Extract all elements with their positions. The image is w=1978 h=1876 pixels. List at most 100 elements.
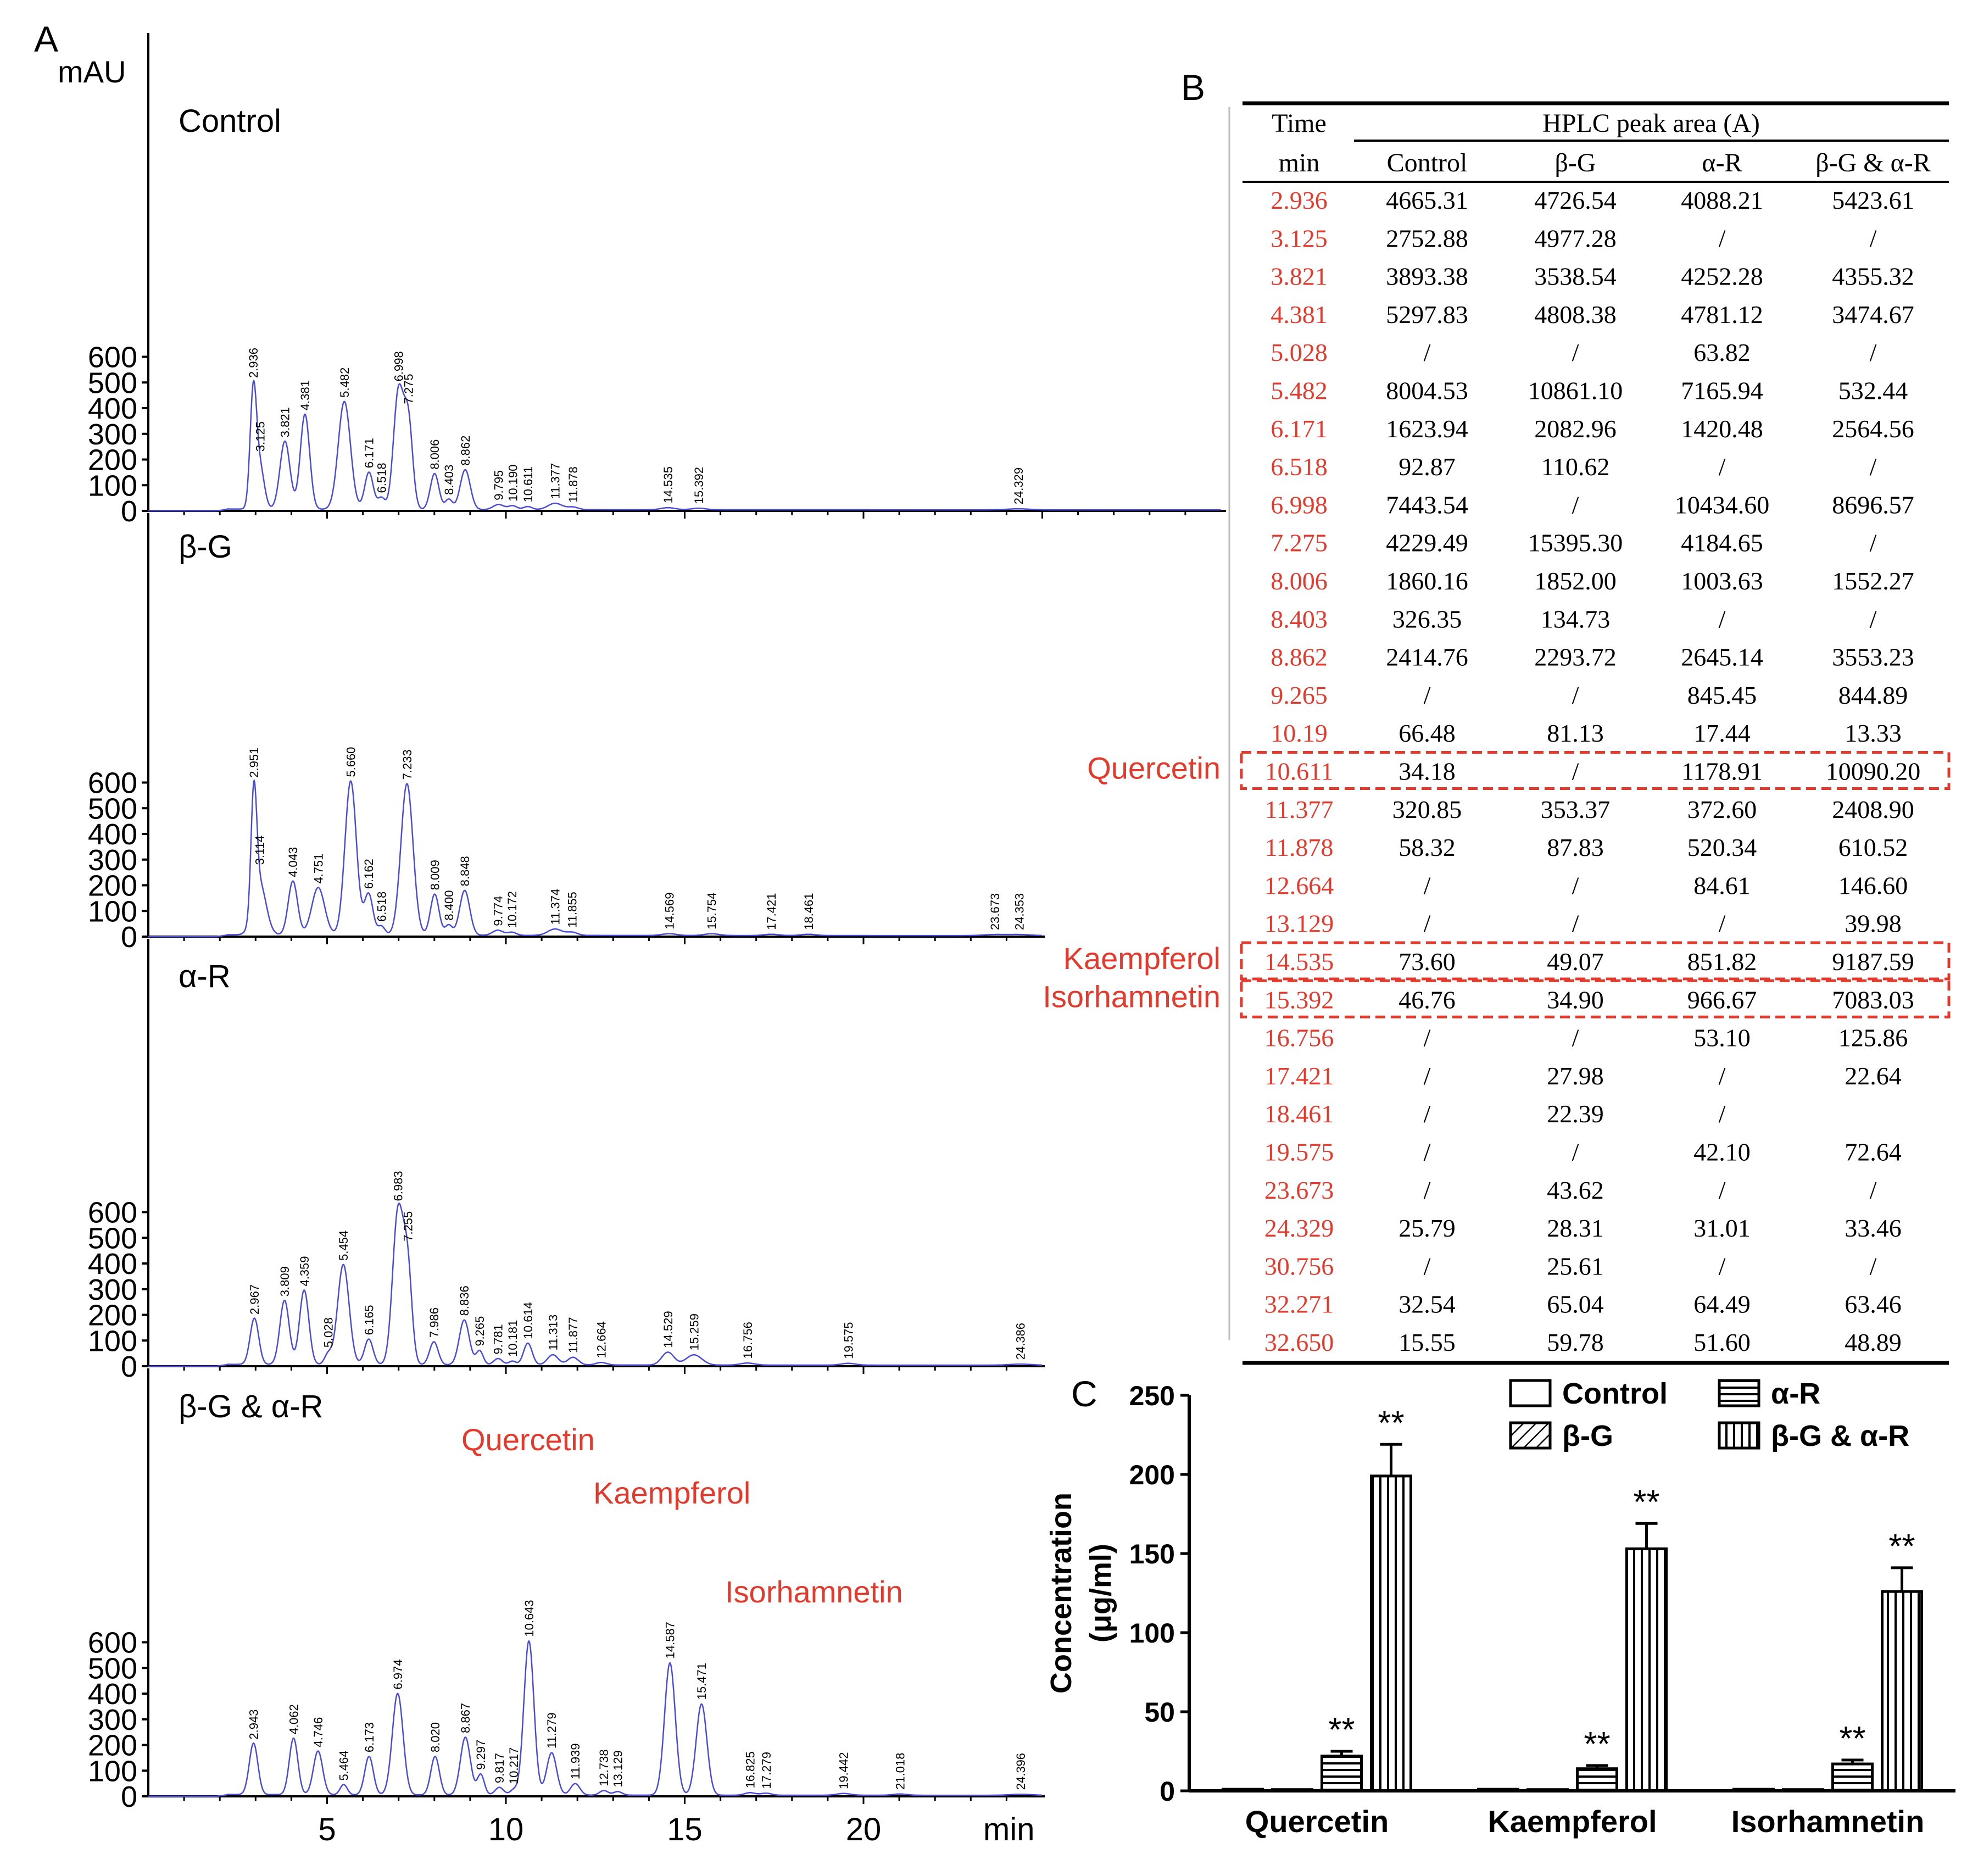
peak-label: 8.400 xyxy=(442,890,456,921)
table-cell: / xyxy=(1870,1176,1877,1204)
table-cell: / xyxy=(1719,1252,1726,1280)
table-cell: 4252.28 xyxy=(1681,263,1763,291)
table-cell: / xyxy=(1424,1138,1431,1166)
y-tick-label: 200 xyxy=(88,870,137,903)
table-cell: 1860.16 xyxy=(1386,567,1468,595)
table-time-cell: 14.535 xyxy=(1264,948,1334,976)
table-time-cell: 19.575 xyxy=(1264,1138,1334,1166)
peak-label: 14.569 xyxy=(662,893,676,929)
chromatogram-trace xyxy=(148,778,1042,938)
table-cell: 63.46 xyxy=(1845,1290,1902,1318)
y-tick-label: 500 xyxy=(88,1222,137,1255)
bar xyxy=(1576,1767,1618,1793)
table-cell: 48.89 xyxy=(1845,1328,1902,1356)
table-cell: 1623.94 xyxy=(1386,415,1468,443)
y-tick-label: 500 xyxy=(88,1652,137,1685)
y-tick-label: 500 xyxy=(88,792,137,825)
peak-label: 2.936 xyxy=(247,348,260,378)
highlight-box xyxy=(1240,979,1951,1018)
table-time-cell: 6.998 xyxy=(1271,491,1328,519)
table-time-cell: 8.403 xyxy=(1271,605,1328,633)
concentration-bar-chart: Concentration (μg/ml) 0 50 100 150 200 250 Que… xyxy=(1045,1377,1955,1839)
table-cell: 15395.30 xyxy=(1528,529,1623,557)
table-cell: 15.55 xyxy=(1398,1328,1456,1356)
x-tick-label: 10 xyxy=(488,1812,524,1847)
table-cell: / xyxy=(1424,1176,1431,1204)
y-tick-label: 0 xyxy=(121,495,137,528)
peak-label: 15.259 xyxy=(687,1313,701,1350)
y-tick-label: 0 xyxy=(121,1780,137,1813)
peak-label: 17.279 xyxy=(760,1752,773,1789)
table-cell: / xyxy=(1572,1138,1579,1166)
table-cell: 2564.56 xyxy=(1832,415,1914,443)
bar xyxy=(1271,1788,1313,1793)
table-time-cell: 32.650 xyxy=(1264,1328,1334,1356)
panel-label-c: C xyxy=(1071,1373,1097,1414)
compound-name: Isorhamnetin xyxy=(725,1574,903,1609)
table-time-cell: 32.271 xyxy=(1264,1290,1334,1318)
table-cell: 1852.00 xyxy=(1534,567,1617,595)
table-time-cell: 3.125 xyxy=(1271,224,1328,252)
table-cell: / xyxy=(1870,1252,1877,1280)
table-cell: 22.39 xyxy=(1547,1100,1604,1128)
table-cell: 10090.20 xyxy=(1826,758,1921,786)
bar-category-label: Isorhamnetin xyxy=(1731,1804,1925,1839)
table-time-cell: 12.664 xyxy=(1264,871,1334,899)
table-cell: 532.44 xyxy=(1838,377,1908,405)
significance-mark: ** xyxy=(1839,1720,1865,1758)
chromatogram-trace xyxy=(148,1640,1042,1797)
peak-label: 9.817 xyxy=(493,1753,506,1783)
x-tick-label: 15 xyxy=(667,1812,703,1847)
table-time-cell: 5.028 xyxy=(1271,338,1328,366)
table-cell: 73.60 xyxy=(1398,948,1456,976)
y-tick-label: 400 xyxy=(88,1248,137,1281)
peak-label: 6.518 xyxy=(375,892,388,922)
table-cell: / xyxy=(1424,910,1431,938)
peak-label: 12.738 xyxy=(597,1749,611,1786)
table-cell: 81.13 xyxy=(1547,719,1604,747)
y-tick-label: 100 xyxy=(88,1755,137,1788)
table-cell: 9187.59 xyxy=(1832,948,1914,976)
table-time-cell: 3.821 xyxy=(1271,263,1328,291)
table-time-cell: 30.756 xyxy=(1264,1252,1334,1280)
table-header-bg-ar: β-G & α-R xyxy=(1815,148,1931,177)
table-time-cell: 15.392 xyxy=(1264,986,1334,1014)
y-tick-label: 100 xyxy=(88,469,137,502)
y-tick-label: 500 xyxy=(88,366,137,399)
peak-label: 4.062 xyxy=(287,1704,300,1734)
table-cell: 1552.27 xyxy=(1832,567,1914,595)
peak-label: 9.795 xyxy=(492,470,506,500)
peak-label: 8.009 xyxy=(428,860,442,890)
peak-label: 14.587 xyxy=(664,1622,677,1658)
peak-label: 5.464 xyxy=(337,1750,351,1780)
bar xyxy=(1881,1590,1923,1793)
table-cell: 22.64 xyxy=(1845,1062,1902,1090)
bar xyxy=(1831,1762,1874,1793)
table-cell: 46.76 xyxy=(1398,986,1456,1014)
table-cell: 33.46 xyxy=(1845,1214,1902,1242)
table-cell: 146.60 xyxy=(1838,871,1908,899)
table-time-cell: 16.756 xyxy=(1264,1024,1334,1052)
table-cell: 25.61 xyxy=(1547,1252,1604,1280)
peak-label: 11.878 xyxy=(566,466,580,503)
table-cell: 372.60 xyxy=(1687,795,1757,823)
peak-label: 3.125 xyxy=(253,421,267,452)
peak-label: 5.028 xyxy=(321,1317,335,1348)
table-cell: / xyxy=(1572,681,1579,709)
x-tick-label: 20 xyxy=(846,1812,882,1847)
table-time-cell: 10.19 xyxy=(1271,719,1328,747)
peak-label: 10.614 xyxy=(521,1302,535,1339)
table-cell: 353.37 xyxy=(1541,795,1611,823)
peak-label: 9.781 xyxy=(492,1324,505,1354)
y-tick-label: 0 xyxy=(121,1350,137,1383)
table-cell: 65.04 xyxy=(1547,1290,1604,1318)
peak-label: 9.774 xyxy=(491,896,505,926)
peak-label: 19.442 xyxy=(837,1752,851,1789)
peak-label: 5.454 xyxy=(337,1231,350,1261)
peak-label: 4.751 xyxy=(311,854,325,884)
bar-y-tick-label: 150 xyxy=(1129,1539,1175,1569)
peak-label: 23.673 xyxy=(988,893,1002,930)
chromatogram-trace xyxy=(148,1203,1042,1367)
table-cell: / xyxy=(1719,453,1726,481)
